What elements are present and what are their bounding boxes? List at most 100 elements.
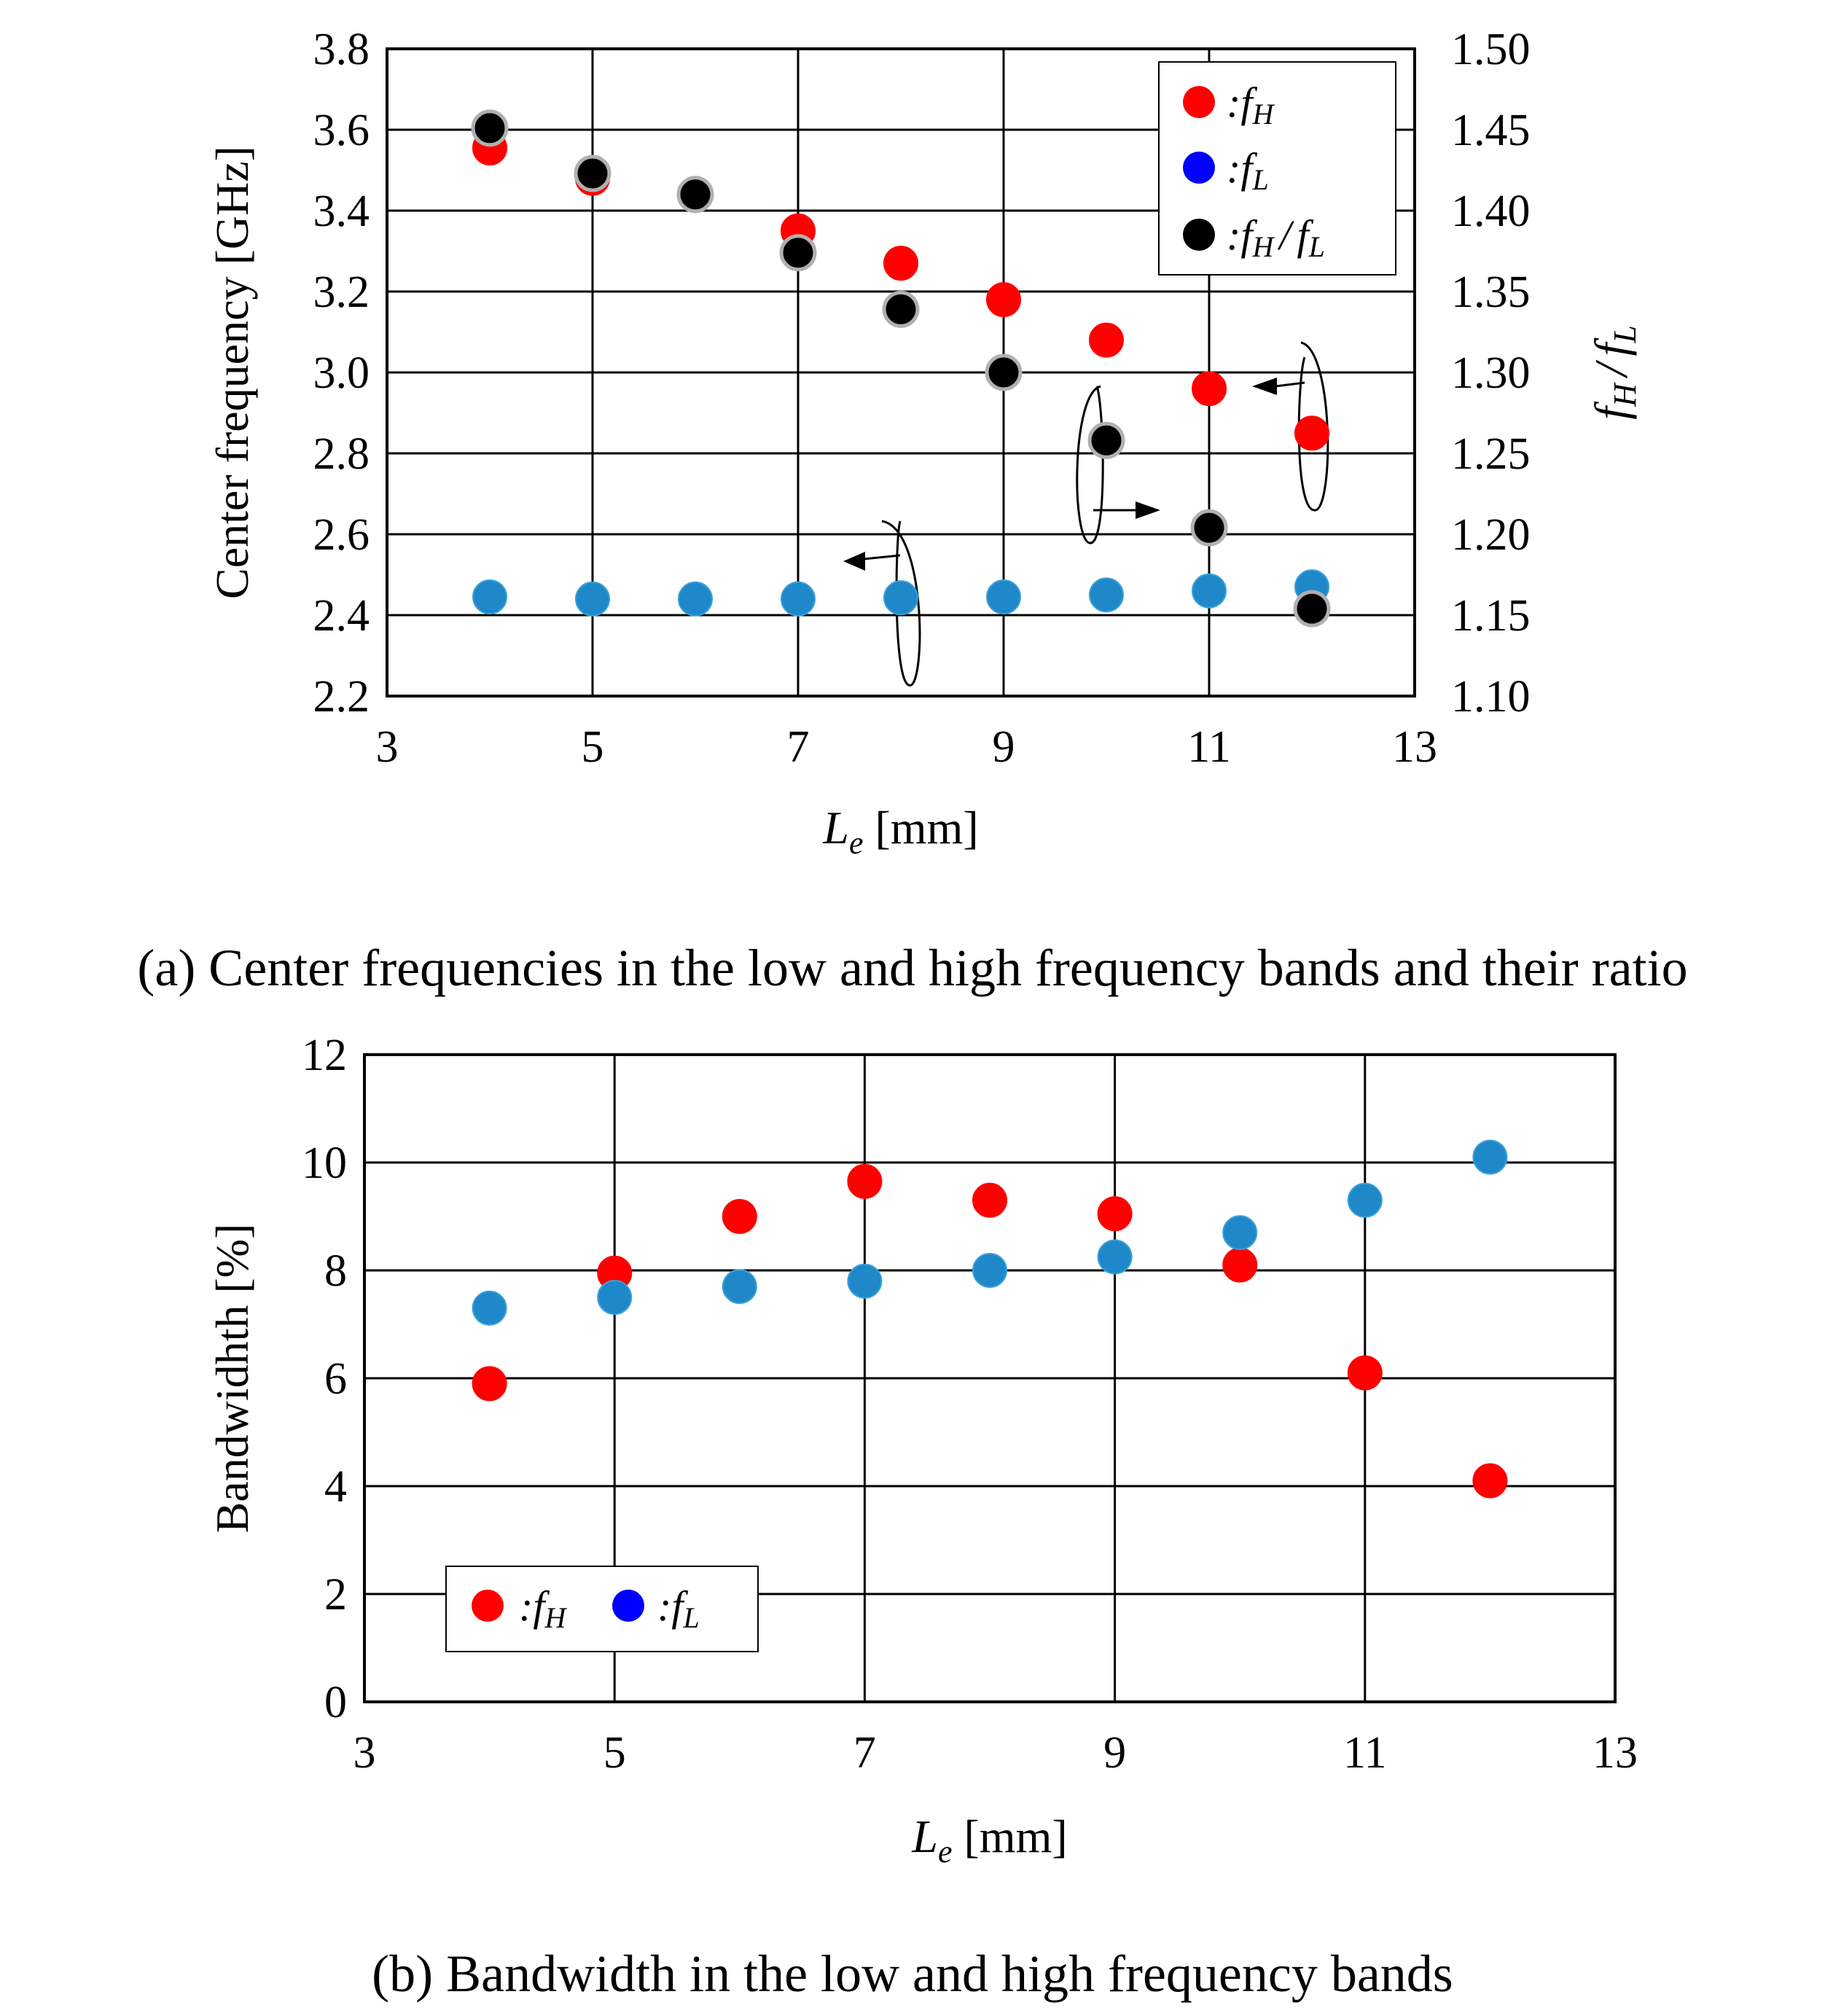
- chart-b-legend-fh-sub: H: [544, 1601, 567, 1634]
- chart-a-point-fl: [883, 580, 918, 616]
- chart-a-x-unit: [mm]: [875, 802, 978, 853]
- chart-b-y-tick-labels: 0 2 4 6 8 10 12: [302, 1031, 347, 1727]
- chart-b-y-tick-label: 2: [324, 1570, 347, 1620]
- chart-a-legend-fl-prefix: :: [1227, 144, 1240, 192]
- chart-a-point-fh-fl: [779, 234, 817, 272]
- chart-b-point-fl: [472, 1290, 507, 1326]
- chart-b-y-axis-title: Bandwidhth [%]: [206, 1224, 258, 1534]
- chart-b-legend-fl-prefix: :: [657, 1582, 671, 1630]
- chart-a-legend-fh-prefix: :: [1227, 79, 1240, 126]
- chart-a: 2.2 2.4 2.6 2.8 3.0 3.2 3.4 3.6 3.8 1.10 1.15 1.20…: [137, 25, 1687, 997]
- chart-a-x-tick-label: 7: [787, 722, 810, 772]
- chart-b-series-fl: [472, 1139, 1508, 1326]
- chart-a-x-tick-label: 9: [993, 722, 1015, 772]
- chart-a-point-fh: [1294, 415, 1329, 451]
- chart-a-y-tick-label: 3.0: [313, 348, 370, 398]
- chart-a-x-var: L: [822, 802, 849, 853]
- chart-a-point-fl: [472, 579, 507, 615]
- chart-a-point-fl: [575, 581, 610, 617]
- chart-a-series-fh-fl-ratio: [471, 109, 1331, 628]
- chart-b-y-tick-label: 12: [302, 1031, 347, 1080]
- chart-b-legend-fh-prefix: :: [519, 1582, 533, 1630]
- chart-a-y2-tick-label: 1.30: [1451, 348, 1531, 398]
- chart-a-x-tick-label: 13: [1392, 722, 1437, 772]
- chart-b-point-fl: [1472, 1139, 1508, 1175]
- chart-a-x-tick-label: 11: [1187, 722, 1231, 772]
- chart-a-legend-ratio-sub: H: [1251, 230, 1275, 263]
- chart-a-point-fh-fl: [985, 353, 1023, 391]
- chart-b: 0 2 4 6 8 10 12 3 5 7 9 11 13 :fH :fL Bandwidhth [%…: [206, 1031, 1638, 2003]
- chart-a-y2-num-sub: H: [1607, 382, 1643, 407]
- chart-a-point-fh: [986, 282, 1021, 318]
- chart-a-legend-fl-sub: L: [1251, 163, 1268, 196]
- chart-b-plot-frame: [363, 1053, 1617, 1703]
- chart-a-legend-label-fh: :fH: [1227, 79, 1275, 130]
- chart-b-y-tick-label: 10: [302, 1138, 347, 1188]
- chart-b-x-tick-label: 13: [1593, 1728, 1638, 1778]
- chart-a-point-fh-fl: [471, 109, 509, 147]
- chart-b-point-fl: [1222, 1215, 1258, 1251]
- chart-a-point-fh-fl: [882, 290, 920, 328]
- chart-a-y-tick-label: 3.2: [313, 267, 370, 317]
- chart-a-x-tick-label: 3: [376, 722, 399, 772]
- chart-a-axis-arrow-fh-left: [1252, 341, 1329, 512]
- chart-a-point-fl: [986, 579, 1021, 615]
- chart-b-caption: (b) Bandwidth in the low and high freque…: [372, 1945, 1453, 2003]
- chart-b-legend-marker-fh: [472, 1590, 504, 1622]
- chart-b-x-tick-label: 7: [853, 1728, 876, 1778]
- chart-a-point-fh-fl: [1190, 509, 1228, 547]
- chart-b-y-tick-label: 8: [324, 1246, 347, 1296]
- chart-a-point-fl: [678, 581, 713, 617]
- chart-b-y-tick-label: 6: [324, 1354, 347, 1404]
- chart-a-y2-tick-label: 1.15: [1451, 591, 1531, 641]
- chart-b-y-tick-label: 0: [324, 1678, 347, 1727]
- chart-a-point-fh-fl: [676, 176, 714, 214]
- chart-a-y-axis-title: Center frequency [GHz]: [206, 146, 258, 599]
- chart-a-y2-tick-label: 1.50: [1451, 25, 1531, 74]
- chart-b-y-tick-label: 4: [324, 1462, 347, 1512]
- chart-a-point-fh-fl: [574, 155, 611, 192]
- chart-b-series-fh: [472, 1163, 1508, 1499]
- chart-a-x-sub: e: [849, 825, 864, 861]
- chart-a-plot-frame: [386, 47, 1416, 698]
- chart-a-axis-arrow-fl-left: [843, 520, 921, 687]
- chart-b-x-unit: [mm]: [964, 1810, 1067, 1862]
- chart-a-point-fh-fl: [1087, 421, 1125, 459]
- chart-a-point-fh: [883, 246, 918, 281]
- chart-a-legend-fh-sub: H: [1251, 98, 1275, 130]
- chart-a-legend: :fH :fL :fH / fL: [1158, 61, 1396, 276]
- chart-b-point-fl: [847, 1263, 883, 1299]
- chart-b-x-tick-label: 11: [1343, 1728, 1387, 1778]
- chart-a-y2-den-sub: L: [1607, 325, 1643, 343]
- chart-b-point-fh: [1222, 1247, 1258, 1283]
- chart-b-point-fh: [472, 1366, 507, 1402]
- chart-b-legend: :fH :fL: [445, 1566, 759, 1652]
- chart-a-legend-marker-fh: [1183, 86, 1215, 118]
- chart-b-legend-label-fh: :fH: [519, 1582, 567, 1634]
- chart-a-y2-tick-label: 1.20: [1451, 510, 1531, 560]
- chart-b-point-fh: [972, 1182, 1007, 1218]
- chart-b-x-tick-label: 5: [603, 1728, 626, 1778]
- chart-a-y-tick-labels: 2.2 2.4 2.6 2.8 3.0 3.2 3.4 3.6 3.8: [313, 25, 370, 722]
- chart-a-point-fh: [1192, 371, 1227, 407]
- chart-a-series-fl: [472, 569, 1329, 617]
- chart-b-x-axis-title: Le [mm]: [911, 1810, 1067, 1870]
- chart-a-point-fh: [1089, 322, 1124, 358]
- chart-a-legend-ratio-prefix: :: [1227, 211, 1240, 259]
- chart-b-point-fh: [1097, 1196, 1133, 1232]
- chart-a-point-fl: [1089, 577, 1124, 613]
- chart-b-point-fl: [972, 1253, 1007, 1288]
- chart-b-x-tick-labels: 3 5 7 9 11 13: [353, 1728, 1638, 1778]
- chart-b-x-var: L: [911, 1810, 938, 1862]
- chart-a-y-tick-label: 2.6: [313, 510, 370, 560]
- chart-b-legend-fl-sub: L: [682, 1601, 699, 1634]
- chart-a-y-tick-label: 2.2: [313, 672, 370, 722]
- chart-b-x-tick-label: 9: [1103, 1728, 1126, 1778]
- chart-a-legend-marker-fl: [1183, 152, 1215, 184]
- chart-b-point-fh: [722, 1199, 757, 1234]
- chart-b-point-fl: [597, 1280, 633, 1315]
- chart-a-y-tick-label: 2.8: [313, 429, 370, 479]
- chart-a-y2-tick-label: 1.40: [1451, 187, 1531, 236]
- chart-a-y-tick-label: 3.6: [313, 106, 370, 155]
- chart-b-point-fh: [847, 1163, 883, 1199]
